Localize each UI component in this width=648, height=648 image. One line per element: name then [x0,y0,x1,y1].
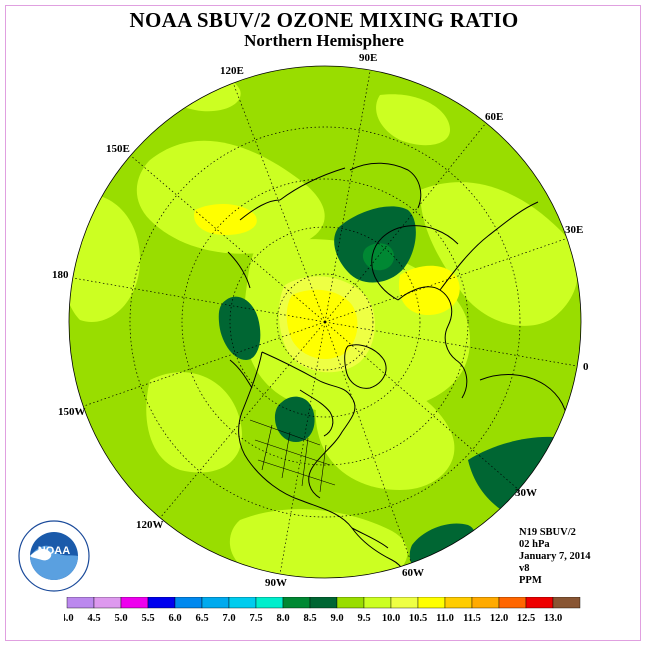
colorbar-tick-label: 5.0 [114,613,127,624]
colorbar-tick-label: 8.5 [303,613,316,624]
colorbar-swatch [444,597,473,609]
ozone-contour-mid [362,243,395,271]
colorbar-swatch [201,597,230,609]
page-title: NOAA SBUV/2 OZONE MIXING RATIO [129,8,519,32]
colorbar-swatch [282,597,311,609]
colorbar-tick-label: 7.0 [222,613,235,624]
colorbar-swatch [417,597,446,609]
noaa-logo: NOAA [18,520,90,592]
colorbar-tick-label: 11.0 [436,613,454,624]
units-text: PPM [519,575,542,586]
colorbar-swatch [255,597,284,609]
longitude-labels: 90E 60E 30E 0 30W 60W 90W 120W 150W 180 … [52,52,589,589]
lon-label: 60E [485,111,503,123]
ozone-contour-light [376,94,450,146]
map-boundary [68,65,582,579]
ozone-contour-light [146,372,242,473]
colorbar-tick-label: 4.0 [64,613,74,624]
colorbar-swatch [309,597,338,609]
colorbar-tick-label: 12.0 [490,613,508,624]
colorbar-swatch [498,597,527,609]
colorbar-tick-label: 12.5 [517,613,535,624]
colorbar-tick-label: 4.5 [87,613,100,624]
page-subtitle: Northern Hemisphere [244,31,404,50]
colorbar-swatch [66,597,95,609]
colorbar-swatch [363,597,392,609]
logo-text: NOAA [38,545,70,557]
lon-label: 120W [136,519,164,531]
color-scale-bar: 4.0 4.5 5.0 5.5 6.0 6.5 7.0 7.5 8.0 8.5 9.0 9.5 10.0… [64,597,581,624]
lon-label: 0 [583,361,589,373]
lon-label: 150W [58,406,86,418]
ozone-contour-light [136,140,325,254]
colorbar-swatch [174,597,203,609]
lon-label: 30W [515,487,537,499]
colorbar-tick-label: 5.5 [141,613,154,624]
date-text: January 7, 2014 [519,551,591,562]
info-panel: N19 SBUV/2 02 hPa January 7, 2014 v8 PPM [519,527,590,587]
colorbar-swatch [525,597,554,609]
colorbar-tick-label: 9.5 [357,613,370,624]
ozone-contour-yellow [194,203,257,235]
satellite-text: N19 SBUV/2 [519,527,576,538]
ozone-contour-yellow [286,289,358,360]
colorbar-tick-label: 7.5 [249,613,262,624]
ozone-contour-yellow [398,265,460,315]
colorbar-tick-label: 6.0 [168,613,181,624]
meridians [72,66,578,575]
colorbar-tick-label: 13.0 [544,613,562,624]
plot-frame [5,5,641,641]
colorbar-tick-label: 10.5 [409,613,427,624]
colorbar-swatch [390,597,419,609]
colorbar-tick-label: 8.0 [276,613,289,624]
us-state-borders [249,419,336,493]
lon-label: 90W [265,577,287,589]
version-text: v8 [519,563,530,574]
lon-label: 60W [402,567,424,579]
colorbar-swatch [147,597,176,609]
lon-label: 120E [220,65,244,77]
lon-label: 90E [359,52,377,64]
lon-label: 150E [106,143,130,155]
pressure-level-text: 02 hPa [519,539,550,550]
ozone-contour-light [315,377,455,490]
colorbar-tick-label: 9.0 [330,613,343,624]
colorbar-swatch [336,597,365,609]
ozone-contour-dark [218,296,261,360]
lon-label: 180 [52,269,69,281]
colorbar-swatch [471,597,500,609]
coastlines [227,162,569,578]
ozone-contour-light [229,509,408,578]
ozone-contour-light [420,182,579,326]
colorbar-tick-label: 11.5 [463,613,481,624]
ozone-contour-dark [274,396,315,442]
latitude-circles [129,126,521,518]
lon-label: 30E [565,224,583,236]
colorbar-tick-label: 6.5 [195,613,208,624]
colorbar-swatch [93,597,122,609]
colorbar-swatch [228,597,257,609]
colorbar-swatch [552,597,581,609]
colorbar-tick-label: 10.0 [382,613,400,624]
colorbar-swatch [120,597,149,609]
